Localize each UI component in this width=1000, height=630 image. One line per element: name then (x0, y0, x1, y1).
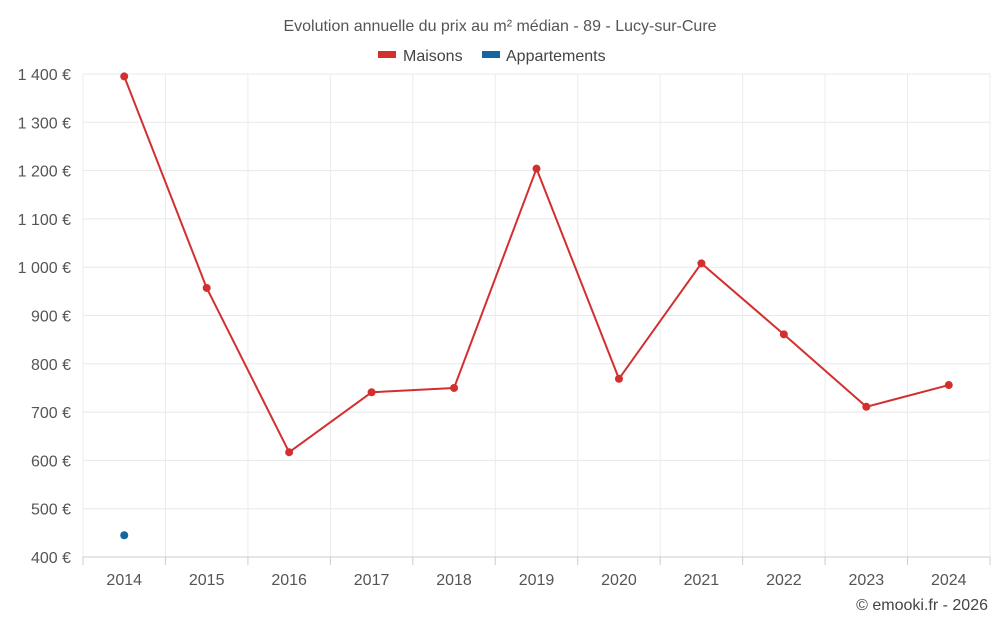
legend-item-maisons[interactable]: Maisons (378, 48, 463, 65)
data-point-maisons-2015[interactable] (202, 283, 211, 292)
x-tick-label: 2020 (601, 572, 637, 589)
y-tick-label: 1 200 € (18, 164, 71, 181)
data-point-maisons-2021[interactable] (697, 259, 706, 268)
data-point-maisons-2014[interactable] (120, 72, 129, 81)
x-tick-label: 2021 (684, 572, 720, 589)
axes: 400 € 500 € 600 € 700 € 800 € 900 € 1 000 € 1 1… (18, 67, 991, 589)
legend-swatch (482, 51, 500, 58)
y-tick-label: 400 € (31, 550, 71, 567)
data-point-appartements-2014[interactable] (120, 531, 129, 540)
legend: Maisons Appartements (378, 48, 606, 65)
y-tick-label: 500 € (31, 502, 71, 519)
x-tick-label: 2019 (519, 572, 555, 589)
y-tick-label: 900 € (31, 309, 71, 326)
data-point-maisons-2018[interactable] (450, 383, 459, 392)
y-tick-label: 1 000 € (18, 260, 71, 277)
x-tick-label: 2023 (849, 572, 885, 589)
data-point-maisons-2019[interactable] (532, 164, 541, 173)
grid (82, 73, 991, 558)
y-tick-label: 600 € (31, 453, 71, 470)
x-tick-label: 2014 (106, 572, 142, 589)
x-tick-label: 2017 (354, 572, 390, 589)
legend-item-appartements[interactable]: Appartements (482, 48, 606, 65)
y-tick-label: 1 300 € (18, 115, 71, 132)
y-tick-label: 800 € (31, 357, 71, 374)
x-tick-label: 2016 (271, 572, 307, 589)
data-point-maisons-2023[interactable] (862, 402, 871, 411)
data-point-maisons-2022[interactable] (779, 330, 788, 339)
y-tick-label: 1 400 € (18, 67, 71, 84)
x-tick-label: 2022 (766, 572, 802, 589)
x-tick-label: 2018 (436, 572, 472, 589)
legend-label: Maisons (403, 48, 463, 65)
data-point-maisons-2016[interactable] (285, 448, 294, 457)
chart-title: Evolution annuelle du prix au m² médian … (283, 18, 716, 35)
data-point-maisons-2024[interactable] (944, 381, 953, 390)
x-tick-label: 2015 (189, 572, 225, 589)
x-tick-label: 2024 (931, 572, 967, 589)
series (120, 72, 953, 540)
y-tick-label: 700 € (31, 405, 71, 422)
credit-text: © emooki.fr - 2026 (856, 597, 988, 614)
y-tick-label: 1 100 € (18, 212, 71, 229)
legend-label: Appartements (506, 48, 606, 65)
data-point-maisons-2017[interactable] (367, 388, 376, 397)
data-point-maisons-2020[interactable] (614, 374, 623, 383)
legend-swatch (378, 51, 396, 58)
